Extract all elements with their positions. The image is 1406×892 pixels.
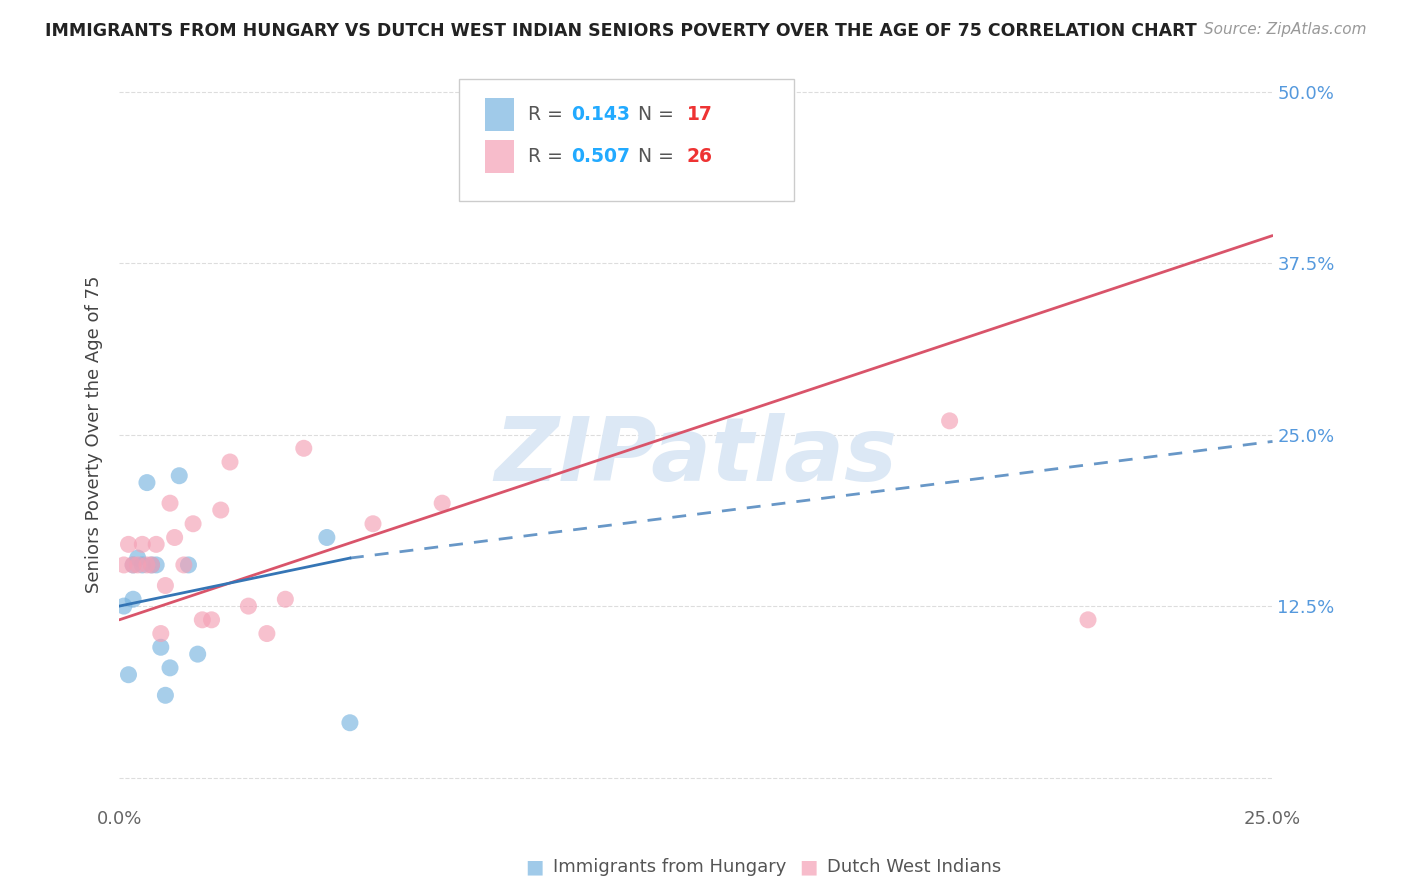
Point (163, 531, 186, 545)
Point (155, 578, 177, 592)
Point (112, 558, 135, 572)
Text: ■: ■ (524, 857, 544, 877)
Point (141, 558, 163, 572)
Point (187, 647, 209, 661)
Point (155, 688, 177, 702)
Point (127, 551, 149, 566)
Point (361, 516, 384, 531)
Point (200, 613, 222, 627)
Point (112, 599, 135, 613)
Point (177, 558, 200, 572)
Text: 0.507: 0.507 (571, 147, 630, 166)
Text: ZIPatlas: ZIPatlas (495, 413, 897, 500)
Point (149, 640, 172, 655)
Point (149, 626, 172, 640)
FancyBboxPatch shape (460, 78, 794, 202)
Text: IMMIGRANTS FROM HUNGARY VS DUTCH WEST INDIAN SENIORS POVERTY OVER THE AGE OF 75 : IMMIGRANTS FROM HUNGARY VS DUTCH WEST IN… (45, 22, 1197, 40)
Text: Source: ZipAtlas.com: Source: ZipAtlas.com (1204, 22, 1367, 37)
Point (219, 455, 242, 469)
Point (141, 558, 163, 572)
Point (131, 558, 153, 572)
Text: N =: N = (626, 105, 679, 124)
Point (145, 558, 167, 572)
Point (238, 599, 260, 613)
Point (145, 537, 167, 551)
Point (181, 516, 204, 531)
Point (315, 531, 337, 545)
Point (430, 496, 453, 510)
Point (938, 414, 960, 428)
Point (122, 592, 145, 607)
Text: Dutch West Indians: Dutch West Indians (827, 858, 1001, 876)
Point (117, 667, 139, 681)
Y-axis label: Seniors Poverty Over the Age of 75: Seniors Poverty Over the Age of 75 (86, 276, 103, 593)
Point (136, 475, 159, 490)
Point (274, 592, 297, 607)
Point (209, 503, 232, 517)
Text: R =: R = (527, 147, 568, 166)
Point (173, 558, 195, 572)
Point (256, 626, 278, 640)
Point (122, 558, 145, 572)
FancyBboxPatch shape (485, 140, 513, 173)
Text: 0.143: 0.143 (571, 105, 630, 124)
Point (159, 661, 181, 675)
Point (131, 537, 153, 551)
Point (122, 558, 145, 572)
Text: ■: ■ (799, 857, 818, 877)
Point (167, 468, 190, 483)
Point (1077, 613, 1099, 627)
FancyBboxPatch shape (485, 98, 513, 131)
Point (159, 496, 181, 510)
Point (117, 537, 139, 551)
Text: 17: 17 (686, 105, 713, 124)
Text: 26: 26 (686, 147, 713, 166)
Text: Immigrants from Hungary: Immigrants from Hungary (553, 858, 786, 876)
Point (339, 715, 361, 730)
Text: R =: R = (527, 105, 568, 124)
Text: N =: N = (626, 147, 679, 166)
Point (292, 442, 315, 456)
Point (191, 613, 214, 627)
Point (127, 558, 149, 572)
Point (136, 558, 159, 572)
